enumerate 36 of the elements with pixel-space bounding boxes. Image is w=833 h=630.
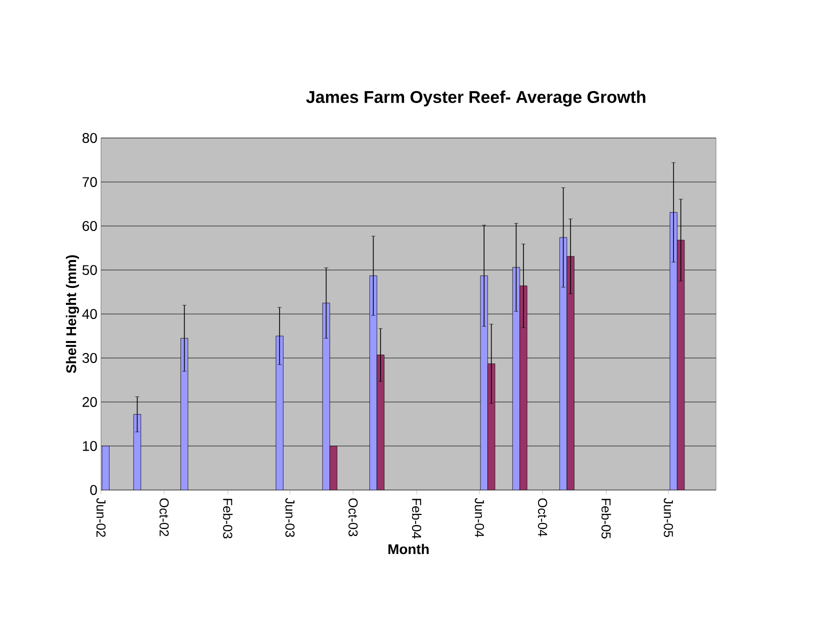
chart-title: James Farm Oyster Reef- Average Growth xyxy=(306,90,646,106)
x-tick-label: Oct-02 xyxy=(160,498,169,536)
x-tick-label: Feb-03 xyxy=(223,498,233,538)
y-tick-label: 20 xyxy=(82,397,97,407)
y-tick-label: 40 xyxy=(82,309,97,319)
bar xyxy=(133,414,142,490)
bar xyxy=(480,276,488,490)
y-tick-label: 50 xyxy=(82,265,97,275)
x-axis-title: Month xyxy=(388,544,429,554)
x-tick-label: Oct-04 xyxy=(538,498,548,536)
x-tick-label: Jun-03 xyxy=(285,498,295,537)
bar xyxy=(369,276,378,490)
x-tick-label: Jun-02 xyxy=(96,498,106,537)
x-tick-label: Jun-05 xyxy=(664,498,673,537)
bar xyxy=(376,354,384,490)
bar xyxy=(512,267,520,490)
y-tick-label: 30 xyxy=(82,353,97,363)
y-tick-label: 80 xyxy=(82,133,97,143)
y-tick-label: 0 xyxy=(90,485,97,495)
bar xyxy=(670,212,678,490)
bar xyxy=(276,336,284,490)
y-tick-label: 10 xyxy=(82,441,97,451)
bar xyxy=(566,256,574,490)
bar xyxy=(676,240,685,490)
x-tick-label: Oct-03 xyxy=(348,498,358,536)
bar xyxy=(180,338,188,490)
x-tick-label: Jun-04 xyxy=(474,498,484,538)
bar xyxy=(559,237,568,490)
bar xyxy=(322,302,330,490)
x-tick-label: Feb-04 xyxy=(412,498,422,539)
y-tick-label: 60 xyxy=(82,221,97,231)
bar xyxy=(520,286,528,490)
x-tick-label: Feb-05 xyxy=(601,498,612,538)
y-axis-title: Shell Height (mm) xyxy=(66,255,80,374)
bar xyxy=(488,364,496,490)
y-tick-label: 70 xyxy=(82,177,97,187)
